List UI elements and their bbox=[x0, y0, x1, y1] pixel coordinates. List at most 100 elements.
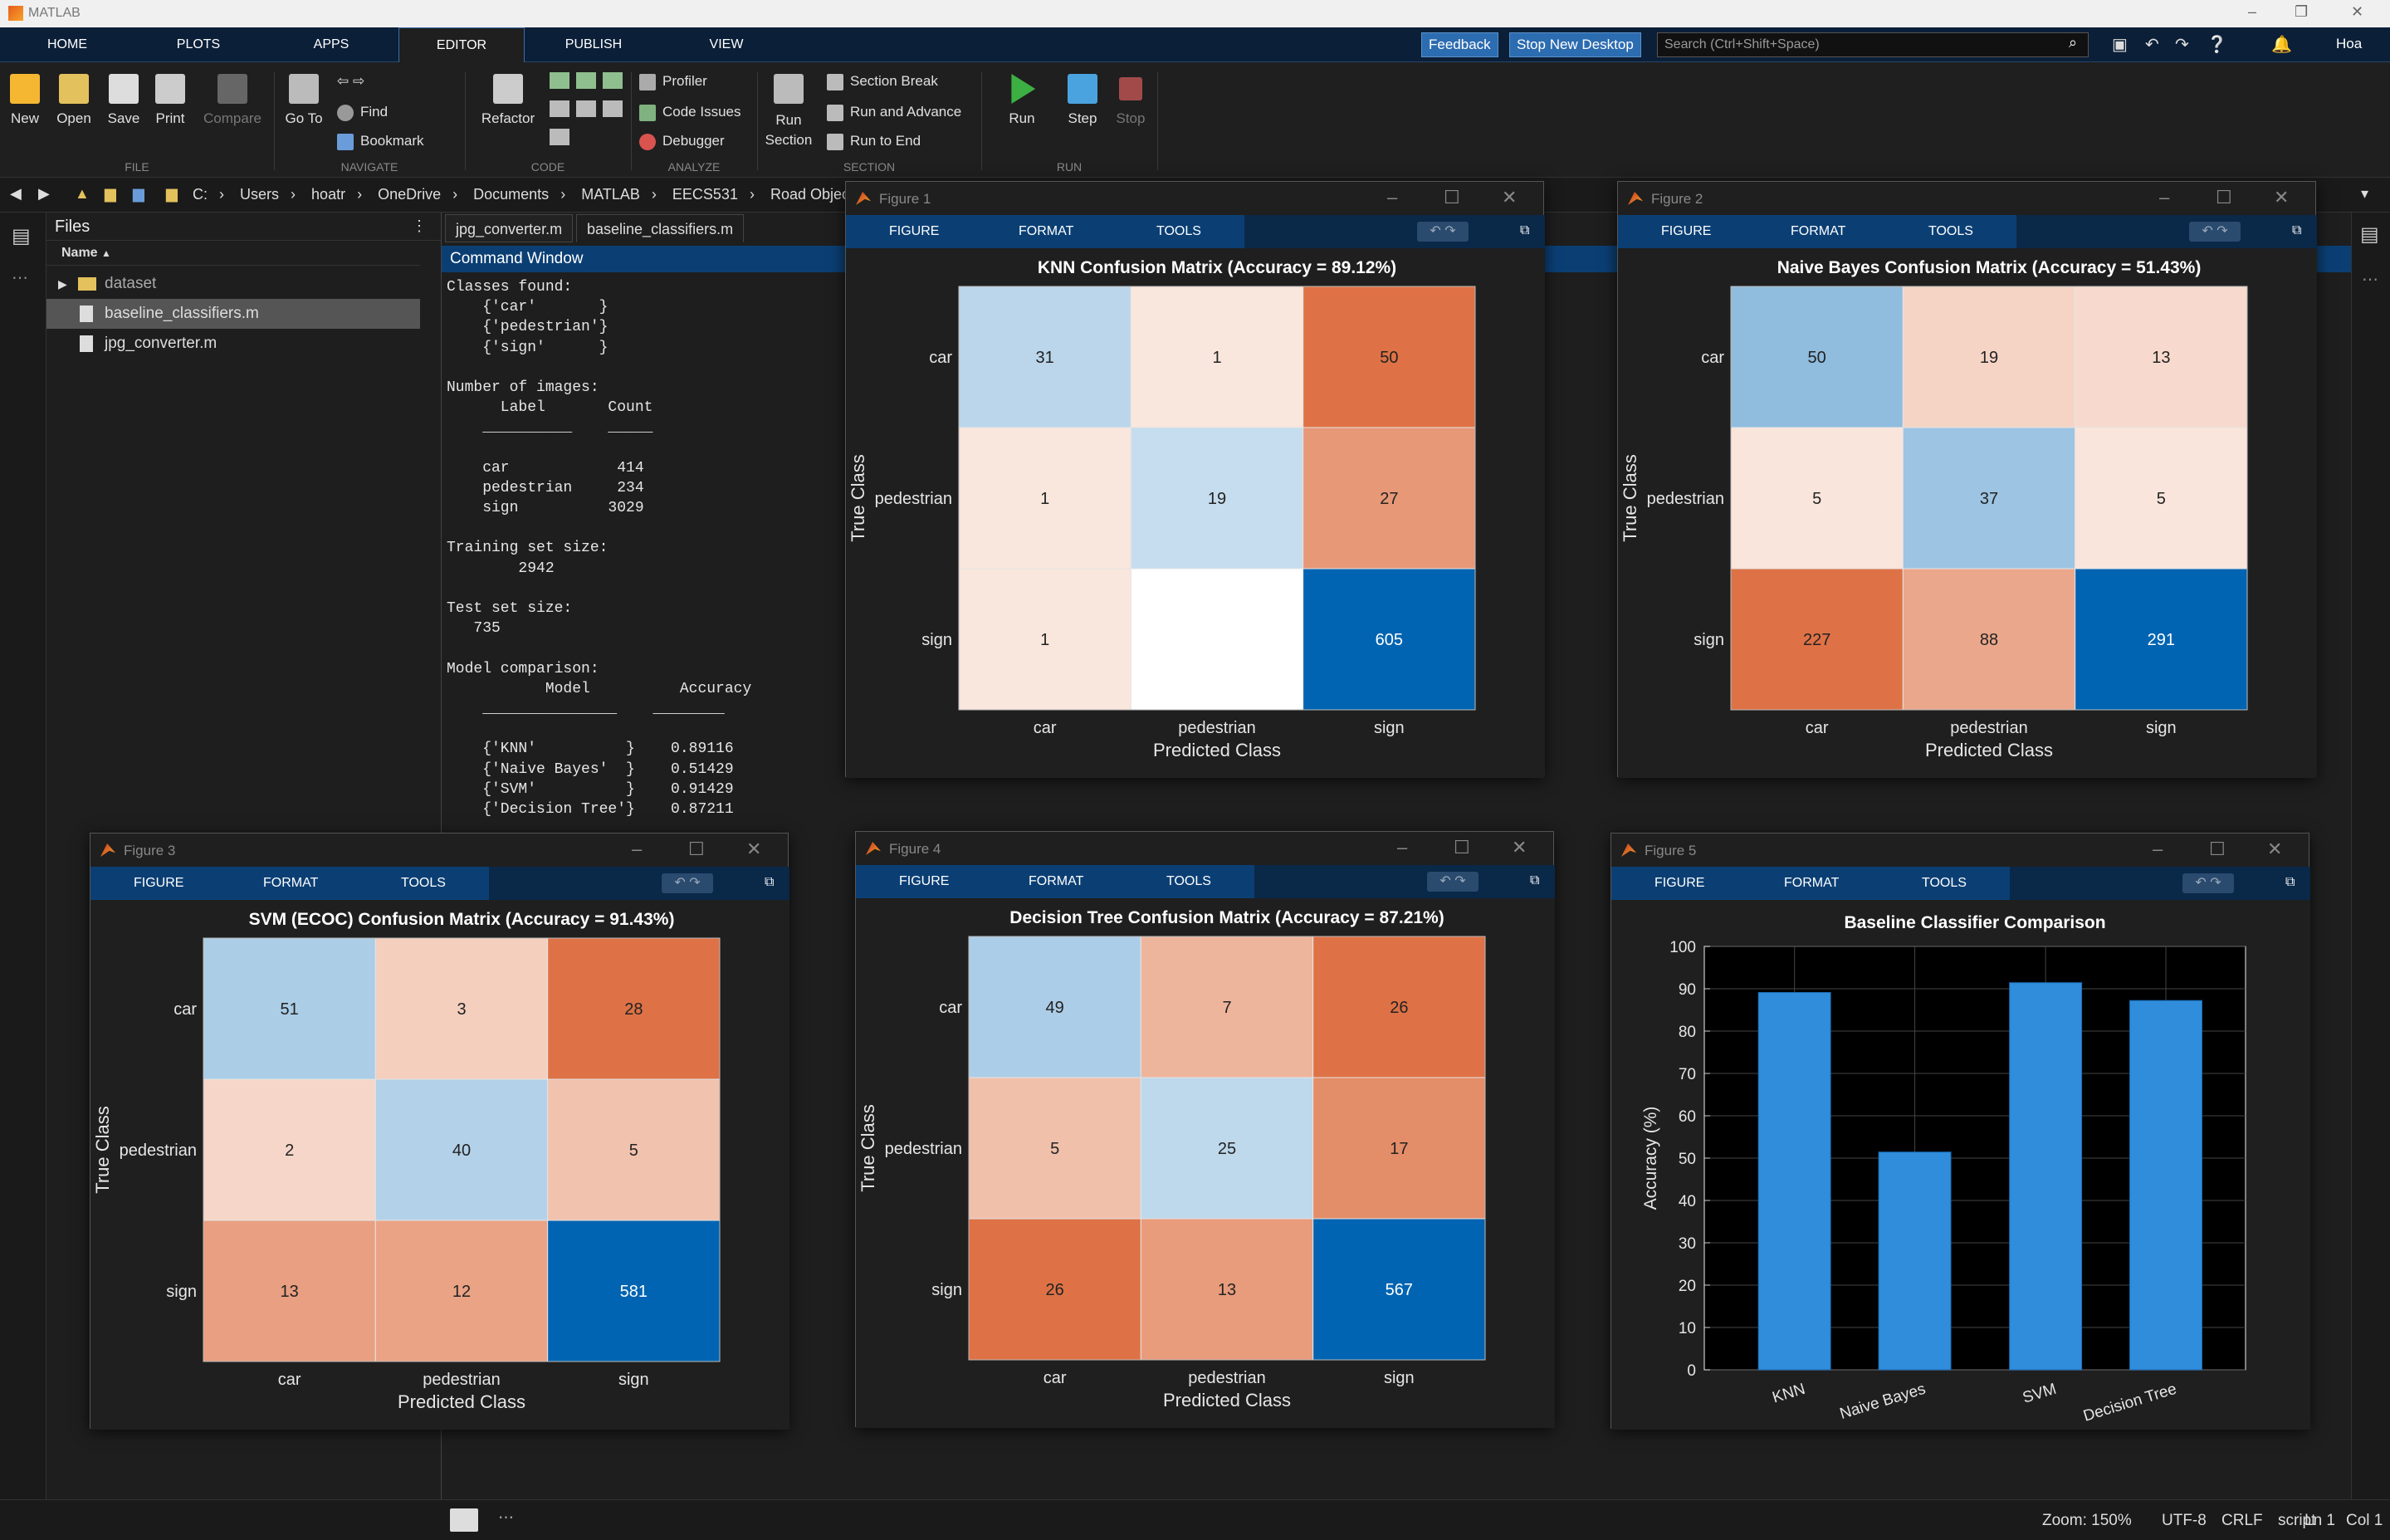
editor-tab-active[interactable]: baseline_classifiers.m bbox=[576, 214, 745, 242]
run-and-advance-button[interactable]: Run and Advance bbox=[827, 101, 961, 123]
browse-folder-icon[interactable]: ▆ bbox=[105, 185, 116, 202]
tools-tab[interactable]: TOOLS bbox=[1156, 224, 1201, 238]
comment-icon[interactable] bbox=[550, 72, 569, 89]
find-button[interactable]: Find bbox=[337, 101, 388, 123]
print-button[interactable]: Print bbox=[149, 74, 191, 127]
undock-icon[interactable]: ⧉ bbox=[2292, 223, 2302, 237]
format-tab[interactable]: FORMAT bbox=[1791, 224, 1846, 238]
back-icon[interactable]: ◀ bbox=[10, 185, 22, 202]
maximize-icon[interactable]: ☐ bbox=[2209, 838, 2226, 859]
run-to-end-button[interactable]: Run to End bbox=[827, 130, 921, 152]
smart-indent-icon[interactable] bbox=[576, 100, 596, 117]
name-column-header[interactable]: Name ▲ bbox=[46, 241, 420, 266]
undo-icon[interactable]: ↶ bbox=[2145, 36, 2159, 54]
minimize-icon[interactable]: – bbox=[2153, 838, 2163, 859]
maximize-icon[interactable]: ❐ bbox=[2295, 3, 2309, 20]
search-input[interactable]: Search (Ctrl+Shift+Space) bbox=[1657, 32, 2089, 57]
file-item-folder[interactable]: ▶ dataset bbox=[46, 269, 441, 299]
undo-redo-icon[interactable]: ↶ ↷ bbox=[2182, 873, 2234, 893]
breadcrumb-item[interactable]: EECS531 bbox=[672, 186, 738, 203]
browse-icon[interactable]: ▆ bbox=[133, 185, 144, 202]
uncomment-icon[interactable] bbox=[576, 72, 596, 89]
minimize-icon[interactable]: – bbox=[1387, 187, 1398, 208]
address-dropdown-icon[interactable]: ▾ bbox=[2361, 185, 2369, 202]
outdent-icon[interactable] bbox=[603, 100, 623, 117]
maximize-icon[interactable]: ☐ bbox=[688, 838, 705, 859]
code-issues-button[interactable]: Code Issues bbox=[639, 101, 741, 123]
figure-title-bar[interactable]: Figure 4 – ☐ ✕ bbox=[856, 832, 1553, 865]
file-item[interactable]: baseline_classifiers.m bbox=[46, 299, 420, 329]
wrap-comment-icon[interactable] bbox=[603, 72, 623, 89]
expand-icon[interactable]: ▶ bbox=[58, 277, 67, 291]
figure-tab[interactable]: FIGURE bbox=[889, 224, 940, 238]
figure-tab[interactable]: FIGURE bbox=[1654, 876, 1705, 890]
tools-tab[interactable]: TOOLS bbox=[1922, 876, 1967, 890]
format-tab[interactable]: FORMAT bbox=[1019, 224, 1074, 238]
run-button[interactable]: Run bbox=[993, 74, 1051, 127]
tab-plots[interactable]: PLOTS bbox=[176, 37, 221, 51]
compare-button[interactable]: Compare bbox=[199, 74, 266, 127]
maximize-icon[interactable]: ☐ bbox=[1444, 187, 1460, 208]
format-tab[interactable]: FORMAT bbox=[1784, 876, 1840, 890]
tab-apps[interactable]: APPS bbox=[313, 37, 349, 51]
notification-icon[interactable]: 🔔 bbox=[2271, 36, 2292, 54]
maximize-icon[interactable]: ☐ bbox=[2216, 187, 2232, 208]
feedback-button[interactable]: Feedback bbox=[1421, 32, 1498, 57]
encoding[interactable]: UTF-8 bbox=[2162, 1512, 2207, 1529]
figure-window[interactable]: Figure 5 – ☐ ✕ FIGURE FORMAT TOOLS ↶ ↷ ⧉… bbox=[1610, 833, 2310, 1430]
breadcrumb[interactable]: C: › Users › hoatr › OneDrive › Documents › M… bbox=[193, 186, 848, 203]
editor-tab[interactable]: jpg_converter.m bbox=[445, 214, 574, 242]
breadcrumb-item[interactable]: OneDrive bbox=[378, 186, 442, 203]
undo-redo-icon[interactable]: ↶ ↷ bbox=[1427, 872, 1478, 892]
more-icon[interactable]: ⋯ bbox=[498, 1509, 514, 1527]
figure-window[interactable]: Figure 3 – ☐ ✕ FIGURE FORMAT TOOLS ↶ ↷ ⧉… bbox=[90, 833, 789, 1430]
breadcrumb-item[interactable]: hoatr bbox=[311, 186, 346, 203]
open-button[interactable]: Open bbox=[53, 74, 95, 127]
breadcrumb-item[interactable]: Users bbox=[240, 186, 280, 203]
minimize-icon[interactable]: – bbox=[1397, 837, 1408, 858]
close-icon[interactable]: ✕ bbox=[2274, 187, 2290, 208]
undo-redo-icon[interactable]: ↶ ↷ bbox=[662, 873, 713, 893]
figure-window[interactable]: Figure 4 – ☐ ✕ FIGURE FORMAT TOOLS ↶ ↷ ⧉… bbox=[855, 831, 1555, 1428]
close-icon[interactable]: ✕ bbox=[1512, 837, 1527, 858]
files-panel-icon[interactable]: ▤ bbox=[12, 225, 31, 247]
format-icon[interactable] bbox=[550, 129, 569, 145]
figure-tab[interactable]: FIGURE bbox=[1661, 224, 1712, 238]
tab-publish[interactable]: PUBLISH bbox=[565, 37, 623, 51]
run-section-button[interactable]: Run Section bbox=[764, 74, 814, 150]
close-icon[interactable]: ✕ bbox=[1502, 187, 1518, 208]
goto-button[interactable]: Go To bbox=[281, 74, 327, 127]
up-folder-icon[interactable]: ▲ bbox=[75, 185, 90, 202]
stop-button[interactable]: Stop bbox=[1107, 74, 1154, 127]
back-forward-icon[interactable]: ⇦ ⇨ bbox=[337, 73, 365, 89]
undock-icon[interactable]: ⧉ bbox=[1520, 223, 1530, 237]
minimize-icon[interactable]: – bbox=[632, 838, 643, 859]
undock-icon[interactable]: ⧉ bbox=[1530, 873, 1540, 887]
line-ending[interactable]: CRLF bbox=[2221, 1512, 2263, 1529]
zoom-level[interactable]: Zoom: 150% bbox=[2042, 1512, 2132, 1529]
refactor-button[interactable]: Refactor bbox=[475, 74, 541, 127]
tab-home[interactable]: HOME bbox=[47, 37, 87, 51]
stop-new-desktop-button[interactable]: Stop New Desktop bbox=[1509, 32, 1641, 57]
tab-editor[interactable]: EDITOR bbox=[398, 27, 525, 62]
file-mode[interactable]: script bbox=[2278, 1512, 2316, 1529]
section-break-button[interactable]: Section Break bbox=[827, 71, 938, 92]
step-button[interactable]: Step bbox=[1056, 74, 1109, 127]
tools-tab[interactable]: TOOLS bbox=[1928, 224, 1973, 238]
command-window-output[interactable]: Classes found: {'car' } {'pedestrian'} {… bbox=[447, 277, 845, 819]
undo-redo-icon[interactable]: ↶ ↷ bbox=[2189, 222, 2241, 242]
indent-icon[interactable] bbox=[550, 100, 569, 117]
close-icon[interactable]: ✕ bbox=[746, 838, 762, 859]
figure-title-bar[interactable]: Figure 1 – ☐ ✕ bbox=[846, 182, 1543, 215]
more-icon[interactable]: ⋯ bbox=[12, 269, 28, 287]
tab-view[interactable]: VIEW bbox=[709, 37, 744, 51]
save-all-icon[interactable]: ▣ bbox=[2112, 36, 2128, 54]
figure-window[interactable]: Figure 1 – ☐ ✕ FIGURE FORMAT TOOLS ↶ ↷ ⧉… bbox=[845, 181, 1545, 778]
files-menu-icon[interactable]: ⋮ bbox=[412, 218, 427, 234]
undock-icon[interactable]: ⧉ bbox=[2285, 875, 2295, 889]
figure-window[interactable]: Figure 2 – ☐ ✕ FIGURE FORMAT TOOLS ↶ ↷ ⧉… bbox=[1617, 181, 2317, 778]
user-name[interactable]: Hoa bbox=[2336, 36, 2363, 51]
save-button[interactable]: Save bbox=[103, 74, 144, 127]
figure-tab[interactable]: FIGURE bbox=[899, 874, 950, 888]
breadcrumb-item[interactable]: Road Objec bbox=[770, 186, 848, 203]
